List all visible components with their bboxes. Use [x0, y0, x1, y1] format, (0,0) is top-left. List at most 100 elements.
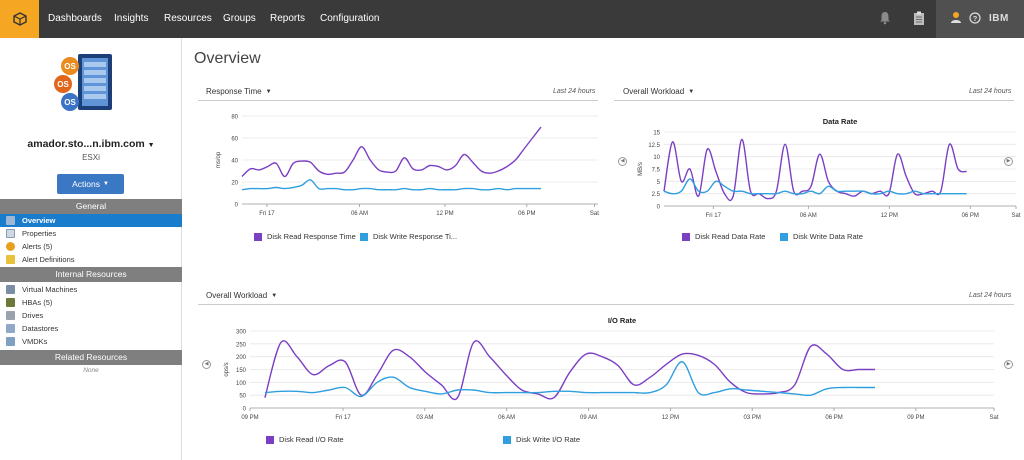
caret-down-icon: ▼ [271, 292, 278, 299]
legend-disk-write-data-rate[interactable]: Disk Write Data Rate [780, 232, 863, 241]
legend-swatch [254, 232, 262, 241]
app-logo[interactable] [0, 0, 39, 38]
sidebar-item-vmdks[interactable]: VMDKs [0, 335, 182, 348]
y-tick-label: 80 [231, 115, 238, 121]
series-line-write[interactable] [264, 361, 875, 398]
y-tick-label: 200 [236, 355, 247, 361]
x-tick-label: Sat [590, 211, 599, 217]
ibm-logo: IBM [989, 13, 1009, 24]
divider [614, 100, 1014, 101]
sidebar-item-alerts[interactable]: Alerts (5) [0, 240, 182, 253]
legend-label: Disk Read I/O Rate [279, 435, 344, 444]
sidebar-item-properties[interactable]: Properties [0, 227, 182, 240]
x-tick-label: Fri 17 [335, 415, 351, 421]
y-tick-label: 10 [653, 155, 660, 161]
overall-workload-dropdown-2[interactable]: Overall Workload ▼ [206, 291, 277, 300]
nav-insights[interactable]: Insights [114, 13, 149, 24]
os-badge-1: OS [64, 62, 76, 71]
properties-icon [6, 229, 15, 238]
sidebar-item-hbas[interactable]: HBAs (5) [0, 296, 182, 309]
overall-workload-dropdown[interactable]: Overall Workload ▼ [623, 87, 694, 96]
top-right-area: ? IBM [936, 0, 1024, 38]
data-rate-chart: Data Rate 0 2.5 5 7.5 10 12.5 15 MB/s Fri 17 06 AM… [638, 117, 1021, 219]
sidebar-item-label: Datastores [22, 324, 59, 333]
chevron-right-icon[interactable]: ▶ [1004, 157, 1013, 166]
y-tick-label: 50 [239, 394, 246, 400]
series-line-read[interactable] [241, 126, 542, 178]
caret-down-icon: ▼ [147, 142, 155, 149]
help-icon[interactable]: ? [969, 12, 981, 24]
legend-disk-read-io-rate[interactable]: Disk Read I/O Rate [266, 435, 344, 444]
sidebar-item-alert-definitions[interactable]: Alert Definitions [0, 253, 182, 266]
nav-groups[interactable]: Groups [223, 13, 256, 24]
user-icon[interactable] [950, 11, 962, 24]
sidebar-item-label: HBAs (5) [22, 298, 53, 307]
actions-button[interactable]: Actions ▼ [57, 174, 124, 194]
panel-title-label: Overall Workload [623, 87, 685, 96]
series-line-write[interactable] [241, 179, 541, 191]
legend-swatch [266, 435, 274, 444]
bell-icon[interactable] [879, 11, 891, 25]
x-tick-label: Fri 17 [706, 213, 722, 219]
divider [198, 304, 1014, 305]
drive-icon [6, 311, 15, 320]
time-range-label: Last 24 hours [969, 292, 1012, 299]
related-none-text: None [83, 367, 99, 374]
legend-label: Disk Write I/O Rate [516, 435, 581, 444]
sidebar: OS OS OS amador.sto...n.ibm.com ▼ ESXi A… [0, 38, 182, 460]
nav-reports[interactable]: Reports [270, 13, 306, 24]
y-axis-label: MB/s [638, 162, 644, 176]
legend-disk-read-data-rate[interactable]: Disk Read Data Rate [682, 232, 765, 241]
y-tick-label: 100 [236, 381, 247, 387]
series-line-read[interactable] [663, 138, 967, 202]
x-tick-label: 06 PM [825, 415, 842, 421]
x-tick-label: 06 AM [498, 415, 515, 421]
x-tick-label: Fri 17 [259, 211, 275, 217]
x-tick-label: 09 AM [580, 415, 597, 421]
legend-disk-write-response[interactable]: Disk Write Response Ti... [360, 232, 457, 241]
x-tick-label: 03 PM [744, 415, 761, 421]
response-time-dropdown[interactable]: Response Time ▼ [206, 87, 272, 96]
x-tick-label: 06 PM [962, 213, 979, 219]
nav-configuration[interactable]: Configuration [320, 13, 380, 24]
sidebar-item-virtual-machines[interactable]: Virtual Machines [0, 283, 182, 296]
x-tick-label: 12 PM [662, 415, 679, 421]
section-internal-resources: Internal Resources [0, 267, 182, 282]
sidebar-item-label: Overview [22, 216, 56, 225]
x-tick-label: 12 PM [881, 213, 898, 219]
sidebar-item-overview[interactable]: Overview [0, 214, 182, 227]
device-name[interactable]: amador.sto...n.ibm.com ▼ [0, 138, 182, 150]
clipboard-icon[interactable] [913, 11, 925, 26]
y-axis-label: ops/s [224, 362, 230, 376]
nav-resources[interactable]: Resources [164, 13, 212, 24]
hba-icon [6, 298, 15, 307]
chevron-right-icon[interactable]: ▶ [1004, 360, 1013, 369]
chevron-left-icon[interactable]: ◀ [202, 360, 211, 369]
legend-label: Disk Read Data Rate [695, 232, 766, 241]
y-tick-label: 60 [231, 137, 238, 143]
y-tick-label: 40 [231, 159, 238, 165]
datastore-icon [6, 324, 15, 333]
y-tick-label: 12.5 [648, 143, 660, 149]
y-tick-label: 5 [657, 180, 661, 186]
chevron-left-icon[interactable]: ◀ [618, 157, 627, 166]
vmdk-icon [6, 337, 15, 346]
page-title: Overview [194, 50, 261, 67]
x-tick-label: 09 PM [241, 415, 258, 421]
y-tick-label: 0 [235, 203, 239, 209]
sidebar-item-label: Alerts (5) [22, 242, 53, 251]
x-tick-label: 12 PM [436, 211, 453, 217]
alert-icon [6, 242, 15, 251]
alert-definition-icon [6, 255, 15, 264]
y-tick-label: 7.5 [652, 168, 661, 174]
series-line-write[interactable] [663, 178, 967, 195]
y-tick-label: 20 [231, 181, 238, 187]
sidebar-item-drives[interactable]: Drives [0, 309, 182, 322]
legend-disk-write-io-rate[interactable]: Disk Write I/O Rate [503, 435, 580, 444]
virtual-machine-icon [6, 285, 15, 294]
legend-disk-read-response[interactable]: Disk Read Response Time [254, 232, 356, 241]
sidebar-item-datastores[interactable]: Datastores [0, 322, 182, 335]
nav-dashboards[interactable]: Dashboards [48, 13, 102, 24]
caret-down-icon: ▼ [688, 88, 695, 95]
x-tick-label: 06 AM [351, 211, 368, 217]
